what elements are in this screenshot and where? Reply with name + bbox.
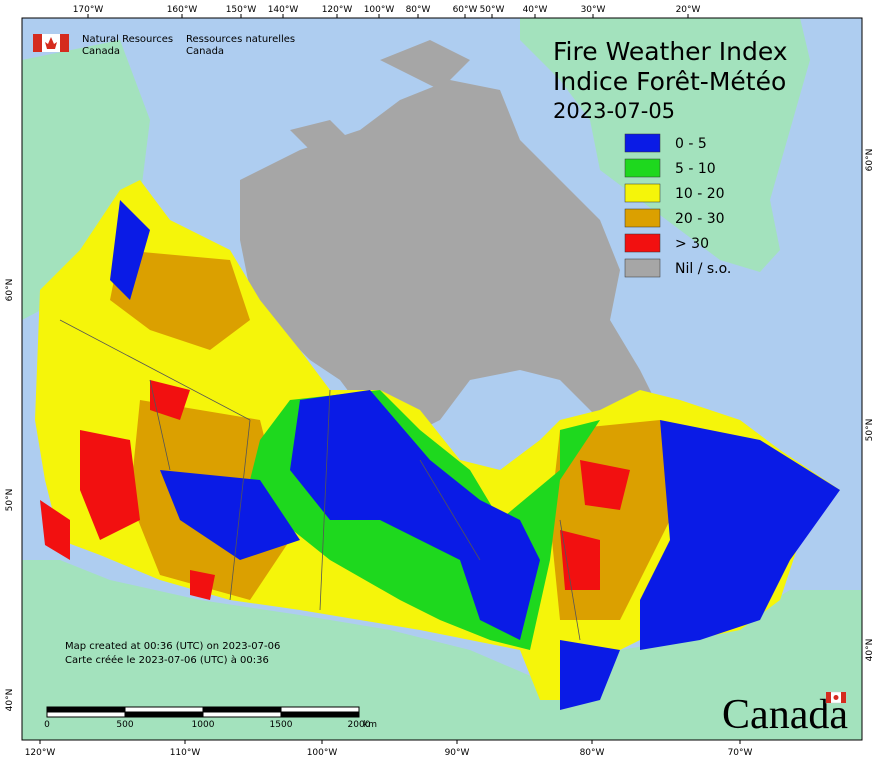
graticule-label: 20°W [676,5,701,15]
graticule-label: 40°N [865,639,875,662]
legend-swatch [624,183,661,203]
title-fr: Indice Forêt-Météo [553,67,786,96]
note: Carte créée le 2023-07-06 (UTC) à 00:36 [65,654,269,666]
legend-label: 0 - 5 [675,136,707,152]
graticule-label: 80°W [580,748,605,758]
graticule-label: 90°W [445,748,470,758]
graticule-label: 40°W [523,5,548,15]
graticule-label: 60°W [453,5,478,15]
org-fr: Ressources naturelles [186,34,295,45]
legend-swatch [624,258,661,278]
note: Map created at 00:36 (UTC) on 2023-07-06 [65,641,280,652]
graticule-label: 110°W [170,748,201,758]
legend-label: 5 - 10 [675,161,716,177]
legend-swatch [624,158,661,178]
org-en: Natural Resources [82,34,173,45]
legend-swatch [624,233,661,253]
graticule-label: 50°N [5,489,15,512]
graticule-label: 150°W [226,5,257,15]
graticule-label: 80°W [406,5,431,15]
graticule-label: 120°W [322,5,353,15]
scale-label: 1500 [270,720,293,730]
scale-label: 2000 [348,720,371,730]
graticule-label: 100°W [307,748,338,758]
graticule-label: 40°N [5,689,15,712]
legend-label: 10 - 20 [675,186,725,202]
legend-label: 20 - 30 [675,211,725,227]
graticule-label: 30°W [581,5,606,15]
wordmark-flag [825,691,847,704]
graticule-label: 120°W [25,748,56,758]
graticule-label: 100°W [364,5,395,15]
graticule-label: 60°N [5,279,15,302]
legend-label: Nil / s.o. [675,261,731,277]
graticule-label: 170°W [73,5,104,15]
scale-label: 0 [44,720,50,730]
scale-unit: km [363,720,377,730]
graticule-label: 140°W [268,5,299,15]
legend-swatch [624,133,661,153]
graticule-label: 50°N [865,419,875,442]
legend-label: > 30 [675,236,709,252]
graticule-label: 60°N [865,149,875,172]
date: 2023-07-05 [553,99,675,123]
graticule-label: 50°W [480,5,505,15]
org-en: Canada [82,46,120,57]
scale-label: 1000 [192,720,215,730]
flag-logo [33,34,69,52]
map-body [22,18,862,740]
scale-label: 500 [116,720,133,730]
title-en: Fire Weather Index [553,37,788,66]
scale-bar [46,706,360,718]
org-fr: Canada [186,46,224,57]
graticule-label: 70°W [728,748,753,758]
graticule-label: 160°W [167,5,198,15]
legend-swatch [624,208,661,228]
